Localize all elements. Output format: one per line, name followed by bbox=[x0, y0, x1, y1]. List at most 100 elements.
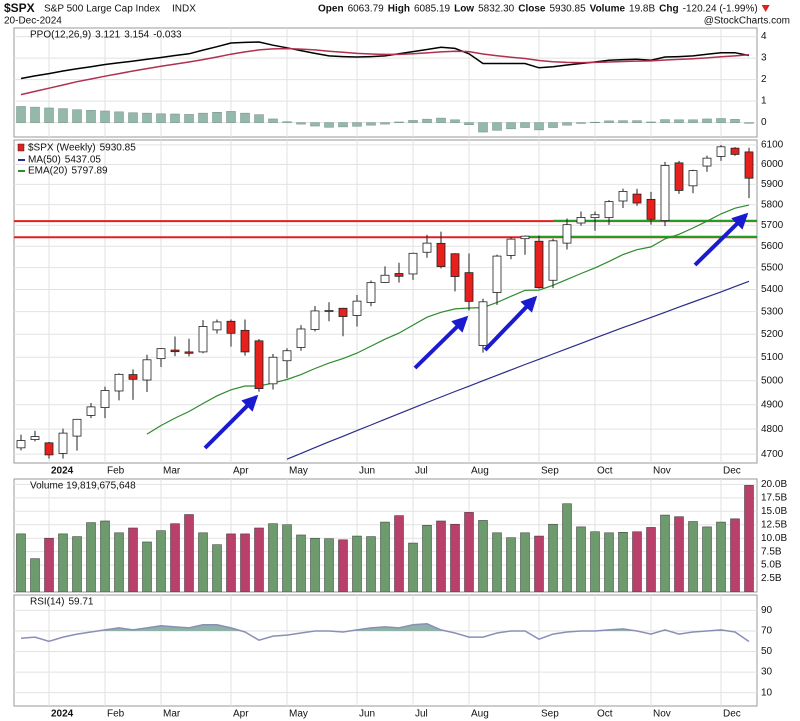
down-icon bbox=[761, 5, 770, 12]
volume-bar bbox=[72, 536, 82, 592]
y-tick-label: 5800 bbox=[761, 199, 784, 210]
y-tick-label: 7.5B bbox=[761, 546, 782, 557]
volume-bar bbox=[226, 533, 236, 592]
x-tick-label: Apr bbox=[233, 709, 249, 720]
volume-bar bbox=[310, 537, 320, 592]
legend-icon bbox=[17, 143, 25, 152]
volume-bar bbox=[296, 534, 306, 592]
histogram-bar bbox=[702, 118, 712, 123]
quote-label: Low bbox=[454, 4, 474, 15]
volume-bar bbox=[254, 527, 264, 592]
candle-body bbox=[352, 300, 362, 316]
histogram-bar bbox=[198, 112, 208, 123]
x-tick-label: Dec bbox=[723, 709, 741, 720]
y-tick-label: 12.5B bbox=[761, 519, 787, 530]
y-tick-label: 3 bbox=[761, 53, 767, 64]
panel-title: Volume 19,819,675,648 bbox=[30, 481, 136, 492]
y-tick-label: 2.5B bbox=[761, 573, 782, 584]
y-tick-label: 4700 bbox=[761, 449, 784, 460]
volume-bar bbox=[660, 514, 670, 592]
volume-bar bbox=[478, 520, 488, 592]
candle-body bbox=[716, 146, 726, 157]
legend-name: MA(50) bbox=[28, 155, 61, 166]
histogram-bar bbox=[716, 118, 726, 123]
symbol: $SPX bbox=[4, 1, 35, 15]
volume-bar bbox=[422, 525, 432, 592]
candle-body bbox=[310, 310, 320, 330]
histogram-bar bbox=[16, 106, 26, 123]
y-tick-label: 4800 bbox=[761, 424, 784, 435]
y-tick-label: 2 bbox=[761, 74, 767, 85]
legend-value: 3.121 bbox=[95, 30, 120, 41]
x-tick-label: Jul bbox=[415, 466, 428, 477]
candle-body bbox=[604, 201, 614, 219]
candle-body bbox=[198, 326, 208, 353]
x-tick-label: Feb bbox=[107, 466, 125, 477]
candle-body bbox=[72, 418, 82, 437]
histogram-bar bbox=[310, 122, 320, 127]
arrow bbox=[693, 212, 749, 267]
volume-bar bbox=[100, 520, 110, 592]
x-tick-label: Dec bbox=[723, 466, 741, 477]
candle-body bbox=[170, 349, 180, 353]
y-tick-label: 90 bbox=[761, 605, 773, 616]
y-tick-label: 15.0B bbox=[761, 506, 787, 517]
histogram-bar bbox=[184, 114, 194, 123]
volume-bar bbox=[324, 538, 334, 592]
y-tick-label: 4 bbox=[761, 31, 767, 42]
histogram-bar bbox=[618, 120, 628, 123]
candle-body bbox=[520, 235, 530, 240]
legend-name: EMA(20) bbox=[28, 166, 67, 177]
candle-body bbox=[44, 442, 54, 456]
candle-body bbox=[212, 321, 222, 331]
candle-body bbox=[436, 242, 446, 267]
volume-bar bbox=[408, 542, 418, 592]
histogram-bar bbox=[226, 111, 236, 123]
candle-body bbox=[702, 157, 712, 167]
histogram-bar bbox=[548, 122, 558, 128]
volume-bar bbox=[618, 532, 628, 592]
volume-bar bbox=[366, 536, 376, 592]
arrow bbox=[483, 295, 538, 352]
legend-value: 3.154 bbox=[124, 30, 149, 41]
annotation-arrows bbox=[203, 212, 749, 450]
histogram-bar bbox=[562, 122, 572, 126]
histogram-bar bbox=[646, 121, 656, 123]
volume-bar bbox=[450, 523, 460, 592]
candle-body bbox=[184, 351, 194, 354]
candle-body bbox=[142, 359, 152, 381]
candle-body bbox=[380, 274, 390, 283]
y-tick-label: 5400 bbox=[761, 284, 784, 295]
x-tick-label: Aug bbox=[471, 466, 489, 477]
candle-body bbox=[86, 406, 96, 416]
candle-body bbox=[590, 214, 600, 219]
volume-bar bbox=[184, 514, 194, 592]
y-tick-label: 5000 bbox=[761, 375, 784, 386]
candle-body bbox=[268, 356, 278, 385]
candle-body bbox=[226, 320, 236, 334]
x-tick-label: Jun bbox=[359, 466, 375, 477]
volume-bar bbox=[198, 532, 208, 592]
x-tick-label: Mar bbox=[163, 466, 181, 477]
x-tick-label: Oct bbox=[597, 466, 613, 477]
candle-body bbox=[240, 329, 250, 353]
quote-label: High bbox=[388, 4, 410, 15]
volume-bar bbox=[212, 544, 222, 592]
histogram-bar bbox=[492, 122, 502, 131]
histogram-bar bbox=[352, 122, 362, 127]
legend-title: $SPX (Weekly) bbox=[28, 143, 96, 154]
volume-bar bbox=[646, 527, 656, 592]
y-tick-label: 6100 bbox=[761, 139, 784, 150]
volume-bar bbox=[114, 532, 124, 592]
panel bbox=[14, 140, 757, 463]
volume-bar bbox=[464, 512, 474, 592]
histogram-bar bbox=[394, 121, 404, 123]
x-tick-label: Sep bbox=[541, 466, 559, 477]
histogram-bar bbox=[590, 121, 600, 123]
candle-body bbox=[548, 240, 558, 281]
x-tick-label: Jul bbox=[415, 709, 428, 720]
y-tick-label: 10.0B bbox=[761, 533, 787, 544]
histogram-bar bbox=[744, 122, 754, 124]
histogram-bar bbox=[436, 117, 446, 123]
histogram-bar bbox=[632, 120, 642, 123]
